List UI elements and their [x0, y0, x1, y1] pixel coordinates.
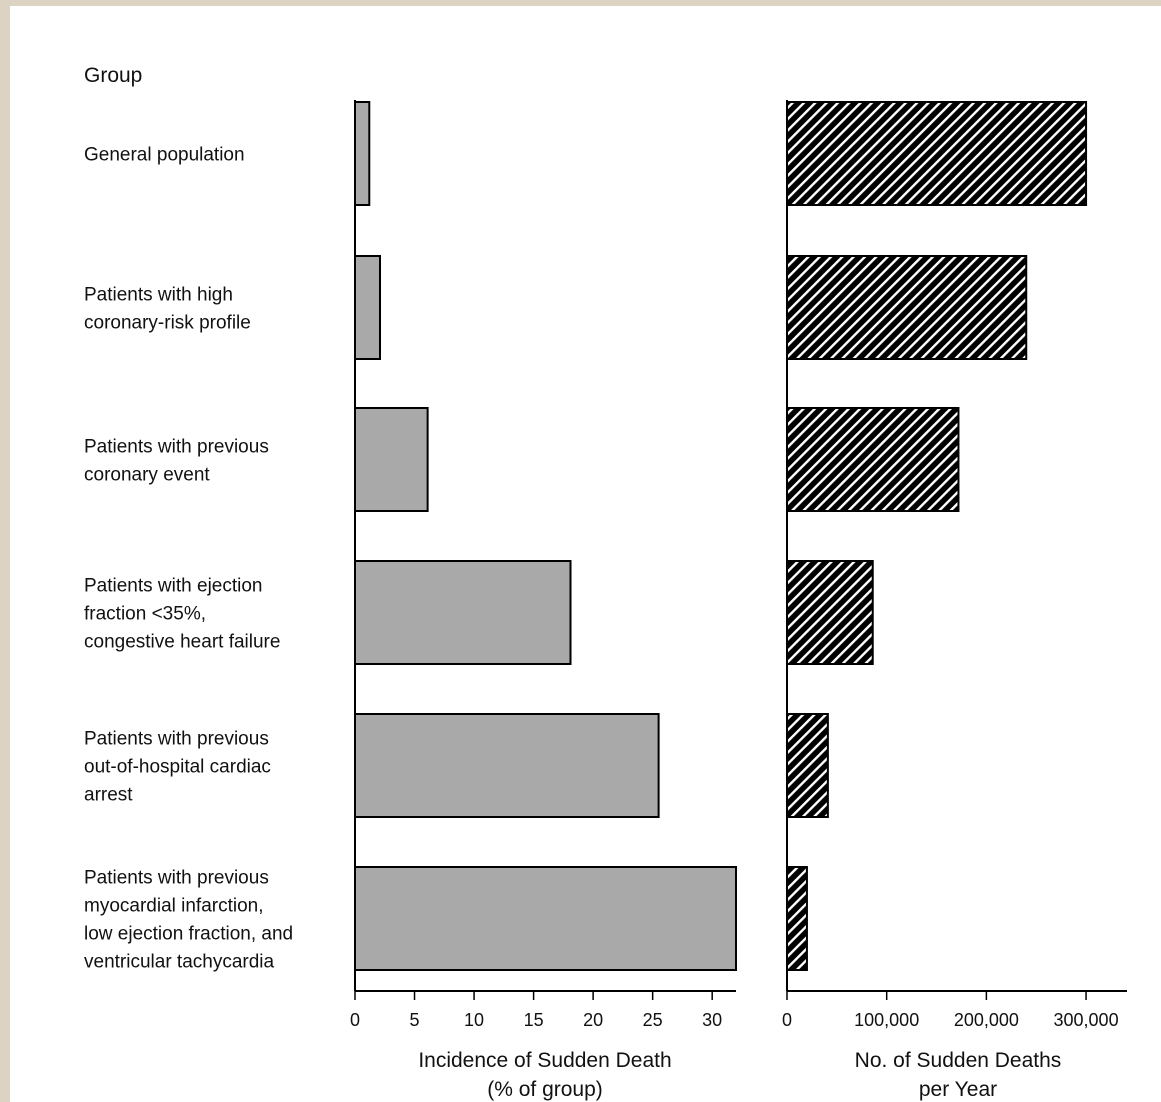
x-tick-label: 300,000	[1054, 1010, 1119, 1030]
bar	[786, 560, 874, 665]
category-label: Patients with previous	[84, 868, 269, 889]
bar	[786, 407, 960, 512]
bar	[354, 866, 737, 971]
category-label: ventricular tachycardia	[84, 952, 275, 973]
x-axis-title: No. of Sudden Deaths	[855, 1049, 1062, 1072]
x-tick-label: 25	[643, 1010, 663, 1030]
category-label: congestive heart failure	[84, 632, 280, 653]
bar	[786, 713, 829, 818]
bar	[354, 713, 660, 818]
x-axis-title: Incidence of Sudden Death	[418, 1049, 671, 1072]
x-tick-label: 10	[464, 1010, 484, 1030]
category-label: arrest	[84, 785, 133, 806]
x-tick-label: 0	[350, 1010, 360, 1030]
category-label: Patients with high	[84, 285, 233, 306]
x-tick-label: 5	[410, 1010, 420, 1030]
x-tick-label: 30	[702, 1010, 722, 1030]
bar	[786, 101, 1088, 206]
category-label: myocardial infarction,	[84, 896, 264, 917]
deaths-panel: 0 100,000 200,000 300,000 No. of Sudden Deat…	[782, 100, 1127, 1101]
category-labels: General population Patients with high coro…	[84, 145, 293, 973]
group-header: Group	[84, 64, 142, 87]
x-tick-label: 200,000	[954, 1010, 1019, 1030]
category-label: General population	[84, 145, 245, 166]
bar	[786, 255, 1028, 360]
x-tick-label: 15	[524, 1010, 544, 1030]
x-axis-title: per Year	[919, 1078, 997, 1101]
bar	[354, 101, 371, 206]
category-label: out-of-hospital cardiac	[84, 757, 271, 778]
x-tick-label: 100,000	[854, 1010, 919, 1030]
bar	[354, 255, 382, 360]
bar	[354, 560, 572, 665]
x-tick-label: 20	[583, 1010, 603, 1030]
category-label: coronary-risk profile	[84, 313, 251, 334]
incidence-panel: 0 5 10 15 20 25 30 Incidence of Sudden Death (% …	[350, 100, 737, 1101]
x-tick-label: 0	[782, 1010, 792, 1030]
x-axis-title: (% of group)	[487, 1078, 603, 1101]
bar	[354, 407, 429, 512]
bar	[786, 866, 808, 971]
category-label: fraction <35%,	[84, 604, 206, 625]
category-label: Patients with ejection	[84, 576, 263, 597]
category-label: Patients with previous	[84, 437, 269, 458]
category-label: low ejection fraction, and	[84, 924, 293, 945]
category-label: Patients with previous	[84, 729, 269, 750]
category-label: coronary event	[84, 465, 210, 486]
